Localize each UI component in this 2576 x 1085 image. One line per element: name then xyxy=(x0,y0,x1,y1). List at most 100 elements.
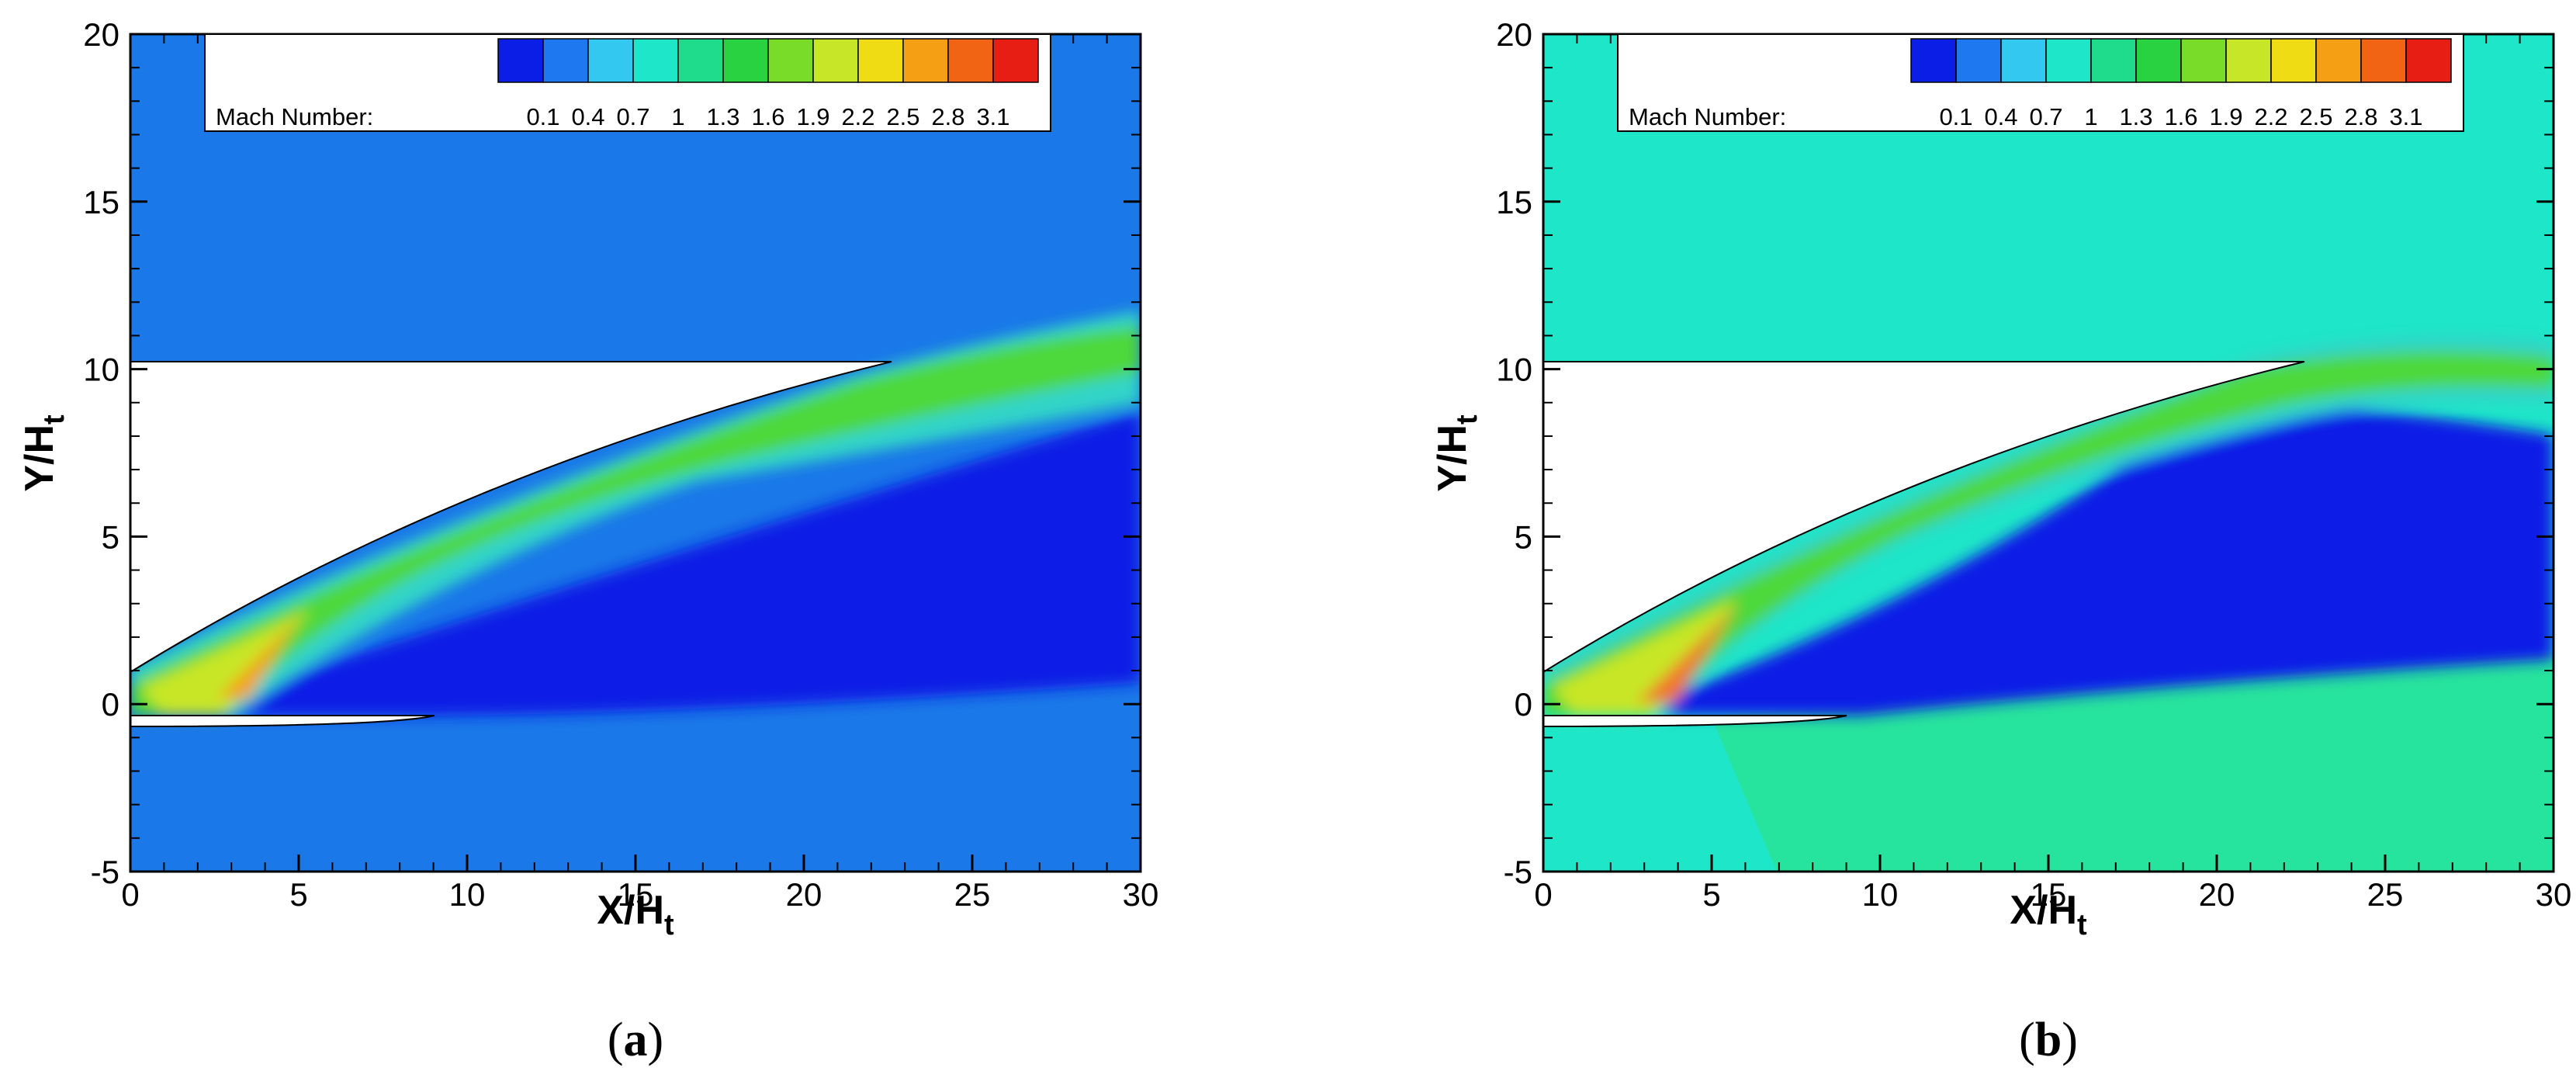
x-tick-label: 5 xyxy=(1702,876,1720,913)
colorbar-level-label: 3.1 xyxy=(2389,103,2422,130)
y-tick-label: -5 xyxy=(1504,854,1532,890)
x-tick-label: 15 xyxy=(618,876,654,913)
colorbar-swatch xyxy=(902,38,949,83)
x-axis-label-subscript-b: t xyxy=(2077,909,2087,941)
peak-mach-region-a xyxy=(217,613,303,698)
colorbar-swatch xyxy=(947,38,994,83)
colorbar-swatch xyxy=(1910,38,1957,83)
colorbar-swatch xyxy=(767,38,814,83)
y-axis-label-subscript-a: t xyxy=(38,414,71,425)
tick-marks-a xyxy=(129,33,1142,873)
colorbar-level-label: 1.3 xyxy=(2119,103,2152,130)
y-tick-label: 10 xyxy=(83,352,119,388)
colorbar-level-label: 1.6 xyxy=(2164,103,2197,130)
colorbar-swatch xyxy=(587,38,634,83)
y-axis-label-subscript-b: t xyxy=(1451,414,1484,425)
colorbar-swatch xyxy=(2180,38,2227,83)
colorbar-swatch xyxy=(632,38,679,83)
colorbar-swatch xyxy=(2405,38,2452,83)
colorbar-level-label: 2.2 xyxy=(841,103,874,130)
x-tick-label: 25 xyxy=(954,876,991,913)
wake-region-b xyxy=(1614,404,2553,716)
colorbar-b: Mach Number: 0.1 0.4 0.7 1 1.3 1.6 1.9 2.2 2.5 2.… xyxy=(1617,33,2464,132)
colorbar-level-label: 0.7 xyxy=(2029,103,2062,130)
colorbar-level-label: 1.9 xyxy=(2209,103,2242,130)
x-tick-label: 10 xyxy=(1862,876,1899,913)
colorbar-swatch xyxy=(497,38,544,83)
colorbar-swatches-b xyxy=(1910,38,2452,83)
upper-wall-region-a xyxy=(130,361,892,674)
colorbar-level-label: 1.3 xyxy=(706,103,739,130)
colorbar-swatch xyxy=(2270,38,2317,83)
colorbar-swatch xyxy=(992,38,1039,83)
colorbar-swatch xyxy=(2315,38,2362,83)
x-axis-label-subscript-a: t xyxy=(664,909,674,941)
colorbar-level-label: 2.8 xyxy=(931,103,964,130)
y-tick-label: 10 xyxy=(1496,352,1532,388)
x-tick-label: 0 xyxy=(1534,876,1552,913)
x-tick-label: 30 xyxy=(1123,876,1159,913)
y-tick-label: 5 xyxy=(1515,518,1532,555)
x-tick-label: 0 xyxy=(121,876,139,913)
colorbar-swatch xyxy=(2000,38,2047,83)
colorbar-swatch xyxy=(2090,38,2137,83)
colorbar-swatch xyxy=(677,38,724,83)
y-axis-label-a: Y/Ht xyxy=(17,414,71,492)
contour-plot-a xyxy=(130,34,1141,872)
colorbar-swatch xyxy=(812,38,859,83)
colorbar-swatch xyxy=(1955,38,2002,83)
colorbar-level-label: 2.5 xyxy=(886,103,919,130)
colorbar-level-labels-a: 0.1 0.4 0.7 1 1.3 1.6 1.9 2.2 2.5 2.8 3.1 xyxy=(526,103,1009,130)
x-axis-label-b: X/Ht xyxy=(2010,888,2087,941)
y-tick-label: 0 xyxy=(102,686,119,723)
lower-wall-region-a xyxy=(130,715,435,728)
contour-plot-b xyxy=(1542,34,2553,872)
colorbar-level-label: 1.6 xyxy=(751,103,784,130)
colorbar-swatch xyxy=(2045,38,2092,83)
colorbar-label-b: Mach Number: xyxy=(1629,103,1786,130)
panel-caption-b: (b) xyxy=(2019,1014,2078,1066)
colorbar-label-a: Mach Number: xyxy=(216,103,373,130)
colorbar-level-label: 0.4 xyxy=(571,103,604,130)
x-tick-label: 10 xyxy=(449,876,486,913)
colorbar-level-label: 1 xyxy=(2084,103,2097,130)
y-tick-label: 5 xyxy=(102,518,119,555)
x-tick-label: 20 xyxy=(786,876,822,913)
colorbar-level-label: 0.7 xyxy=(616,103,649,130)
colorbar-level-label: 2.8 xyxy=(2344,103,2377,130)
colorbar-swatches-a xyxy=(497,38,1039,83)
y-tick-label: 0 xyxy=(1515,686,1532,723)
colorbar-level-label: 3.1 xyxy=(976,103,1009,130)
x-axis-label-a: X/Ht xyxy=(597,888,674,941)
expansion-cell-b xyxy=(1552,598,1738,716)
expansion-cell-a xyxy=(140,608,310,716)
x-tick-label: 20 xyxy=(2199,876,2235,913)
colorbar-level-labels-b: 0.1 0.4 0.7 1 1.3 1.6 1.9 2.2 2.5 2.8 3.1 xyxy=(1939,103,2422,130)
colorbar-swatch xyxy=(2360,38,2407,83)
colorbar-swatch xyxy=(2225,38,2272,83)
y-tick-label: 20 xyxy=(83,16,119,53)
y-tick-label: -5 xyxy=(91,854,119,890)
x-tick-label: 15 xyxy=(2031,876,2067,913)
colorbar-level-label: 0.4 xyxy=(1984,103,2017,130)
colorbar-a: Mach Number: 0.1 0.4 0.7 1 1.3 1.6 1.9 2.2 2.5 2.… xyxy=(204,33,1051,132)
colorbar-swatch xyxy=(722,38,769,83)
colorbar-level-label: 0.1 xyxy=(526,103,559,130)
y-axis-label-b: Y/Ht xyxy=(1430,414,1484,492)
panel-caption-a: (a) xyxy=(608,1014,663,1066)
colorbar-level-label: 1 xyxy=(671,103,684,130)
colorbar-swatch xyxy=(542,38,589,83)
upper-wall-region-b xyxy=(1542,361,2305,674)
colorbar-swatch xyxy=(2135,38,2182,83)
y-tick-label: 15 xyxy=(1496,184,1532,220)
colorbar-level-label: 1.9 xyxy=(796,103,829,130)
plume-core-a xyxy=(130,326,1141,716)
colorbar-swatch xyxy=(857,38,904,83)
wake-region-a xyxy=(171,411,1141,716)
x-tick-label: 25 xyxy=(2367,876,2404,913)
colorbar-level-label: 2.2 xyxy=(2254,103,2287,130)
